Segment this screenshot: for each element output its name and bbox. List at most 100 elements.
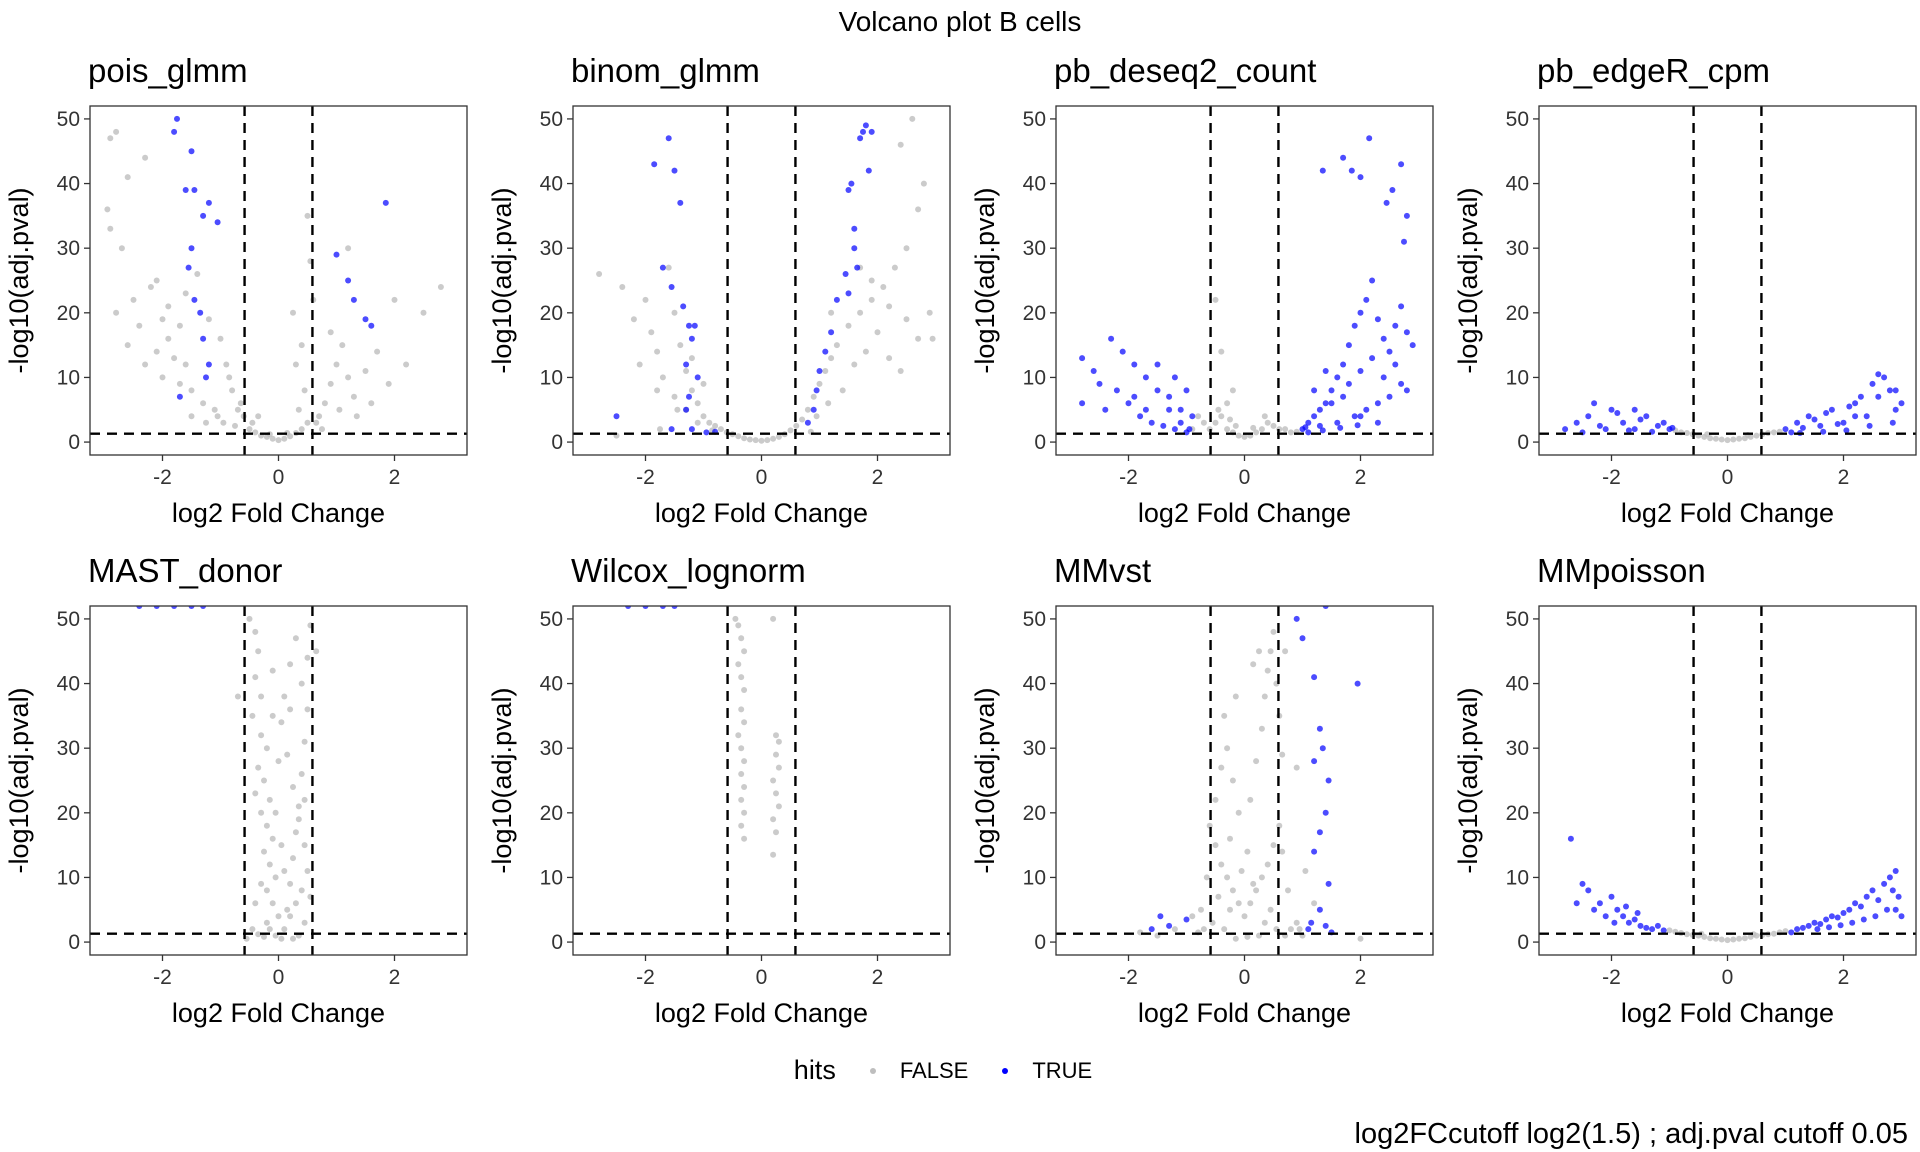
hit-point	[1602, 426, 1609, 433]
non-hit-point	[182, 361, 189, 368]
non-hit-point	[327, 380, 334, 387]
non-hit-point	[1683, 430, 1690, 436]
hit-point	[1328, 387, 1335, 394]
non-hit-point	[1235, 809, 1242, 816]
non-hit-point	[272, 874, 279, 881]
hit-point	[822, 348, 829, 355]
y-tick-label: 20	[57, 302, 80, 325]
y-tick-label: 10	[1023, 866, 1046, 889]
non-hit-point	[752, 437, 759, 444]
hit-point	[1828, 406, 1835, 413]
non-hit-point	[336, 406, 343, 413]
hit-point	[671, 606, 678, 609]
non-hit-point	[292, 361, 299, 368]
y-tick-label: 50	[57, 108, 80, 131]
non-hit-point	[266, 861, 273, 868]
non-hit-point	[333, 361, 340, 368]
hit-point	[1160, 422, 1167, 429]
x-tick-label: -2	[636, 466, 655, 489]
non-hit-point	[1282, 648, 1289, 655]
hit-point	[1157, 913, 1164, 920]
non-hit-point	[234, 693, 241, 700]
x-tick-label: 0	[1722, 966, 1734, 989]
non-hit-point	[659, 374, 666, 381]
hit-point	[851, 245, 858, 252]
hit-point	[1357, 309, 1364, 316]
hit-point	[1805, 922, 1812, 929]
hit-point	[1148, 419, 1155, 426]
non-hit-point	[118, 245, 125, 252]
hit-point	[1125, 400, 1132, 407]
y-tick-label: 0	[551, 931, 563, 954]
non-hit-point	[929, 335, 936, 342]
x-tick-label: 2	[389, 466, 401, 489]
hit-point	[1889, 419, 1896, 426]
hit-point	[1334, 419, 1341, 426]
panel-frame	[1538, 605, 1917, 956]
hit-point	[1840, 910, 1847, 916]
non-hit-point	[339, 342, 346, 349]
non-hit-point	[1218, 348, 1225, 355]
non-hit-point	[1707, 935, 1714, 942]
hit-point	[1090, 368, 1097, 374]
hit-point	[1392, 322, 1399, 329]
y-tick-label: 10	[1023, 366, 1046, 389]
non-hit-point	[420, 309, 427, 316]
non-hit-point	[153, 348, 160, 355]
non-hit-point	[258, 732, 265, 739]
non-hit-point	[775, 803, 782, 810]
x-tick-label: 0	[1239, 466, 1251, 489]
hit-point	[1386, 348, 1393, 355]
y-tick-label: 20	[1023, 802, 1046, 825]
non-hit-point	[868, 296, 875, 303]
panel-frame	[89, 605, 468, 956]
hit-point	[857, 135, 864, 142]
y-tick-label: 30	[1023, 737, 1046, 760]
hit-point	[1403, 329, 1410, 336]
legend: hits FALSE TRUE	[0, 1055, 1920, 1086]
non-hit-point	[1221, 712, 1228, 719]
hit-point	[1322, 400, 1329, 407]
non-hit-point	[694, 400, 701, 407]
hit-point	[1826, 924, 1832, 931]
non-hit-point	[1241, 433, 1248, 440]
non-hit-point	[1171, 926, 1178, 933]
non-hit-point	[1279, 751, 1286, 758]
non-hit-point	[1232, 693, 1239, 700]
non-hit-point	[1270, 422, 1277, 429]
hit-point	[813, 387, 820, 394]
non-hit-point	[304, 212, 311, 219]
hit-point	[1354, 422, 1361, 429]
y-tick-label: 20	[1506, 802, 1529, 825]
hit-point	[1631, 406, 1638, 413]
non-hit-point	[437, 284, 444, 290]
hit-point	[1846, 906, 1853, 913]
hit-point	[153, 606, 160, 609]
non-hit-point	[1238, 868, 1245, 874]
non-hit-point	[301, 842, 308, 849]
non-hit-point	[764, 437, 771, 444]
y-tick-label: 50	[1506, 108, 1529, 131]
hit-point	[1177, 419, 1184, 426]
non-hit-point	[1212, 796, 1219, 803]
hit-point	[1357, 174, 1364, 181]
hit-point	[1131, 361, 1138, 368]
hit-point	[191, 296, 198, 303]
points-group	[625, 606, 782, 858]
non-hit-point	[220, 419, 227, 426]
non-hit-point	[1203, 874, 1210, 881]
hit-point	[1623, 903, 1629, 910]
non-hit-point	[278, 935, 285, 942]
hit-point	[1311, 758, 1318, 765]
non-hit-point	[200, 400, 207, 407]
hit-point	[1096, 380, 1103, 387]
non-hit-point	[1287, 926, 1294, 933]
hit-point	[1325, 880, 1332, 887]
non-hit-point	[700, 380, 707, 387]
non-hit-point	[738, 635, 745, 642]
non-hit-point	[732, 615, 739, 622]
non-hit-point	[234, 406, 241, 413]
non-hit-point	[391, 296, 398, 303]
hit-point	[1591, 400, 1598, 407]
